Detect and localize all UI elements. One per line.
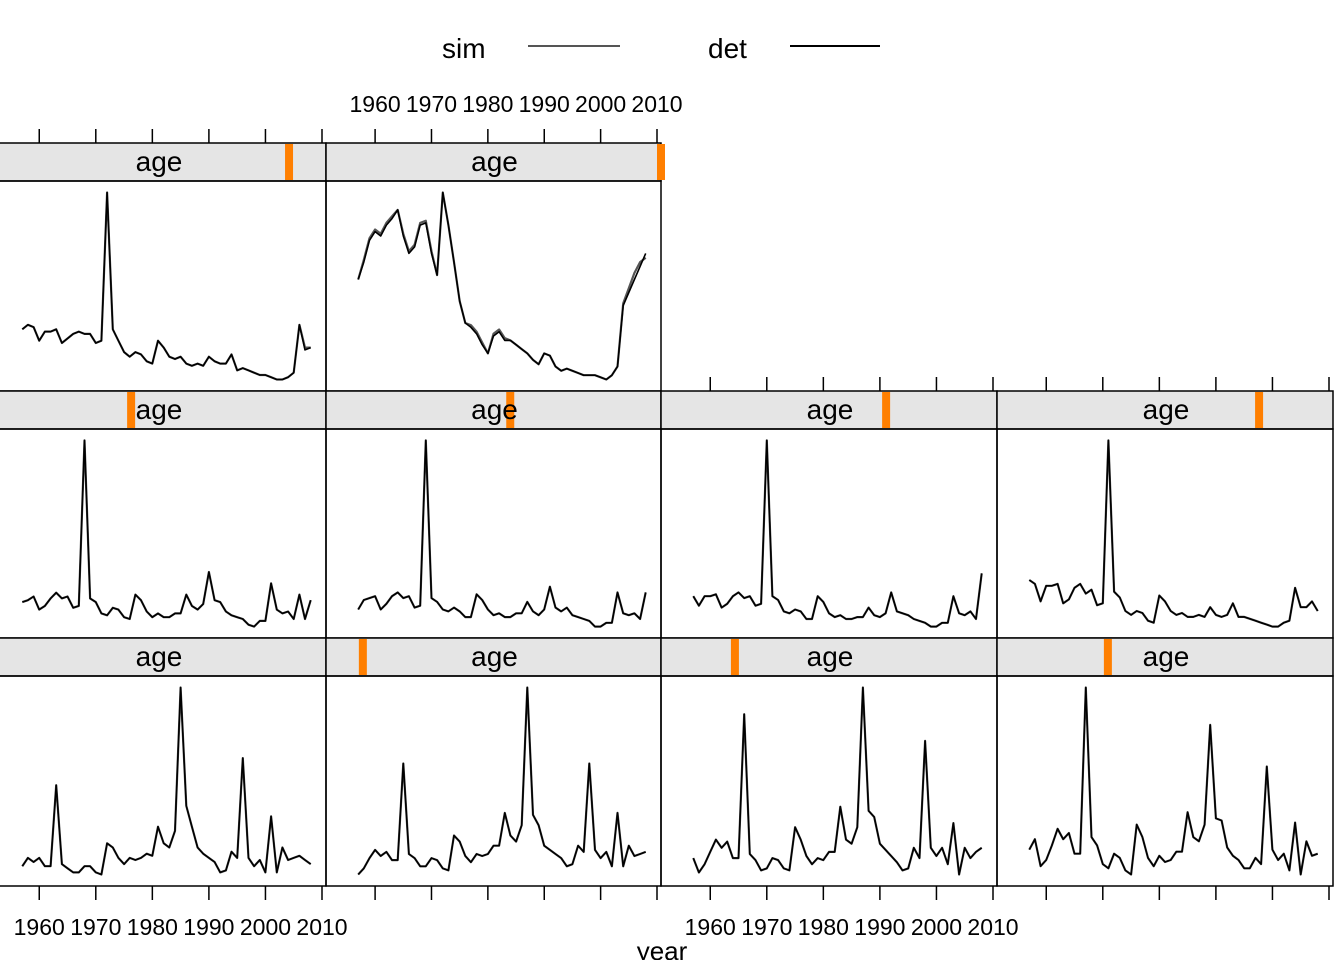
strip-label: age	[136, 394, 183, 425]
x-tick-label: 1980	[798, 914, 849, 940]
series-line-det	[21, 191, 311, 381]
strip-indicator	[127, 392, 136, 428]
series-line-det	[22, 439, 312, 628]
panel-5: age	[660, 390, 998, 639]
x-tick-label: 1960	[14, 914, 65, 940]
panel-frame	[325, 180, 662, 392]
panel-frame	[660, 675, 998, 887]
panel-4: age	[325, 390, 662, 639]
x-tick-label: 1980	[462, 91, 513, 117]
series-line-sim	[357, 439, 647, 628]
strip-indicator	[730, 639, 739, 675]
x-tick-label: 1960	[350, 91, 401, 117]
panel-9: age	[660, 637, 998, 887]
panel-1: age	[0, 142, 327, 392]
panel-frame	[0, 675, 327, 887]
panel-frame	[325, 675, 662, 887]
series-line-sim	[692, 439, 983, 628]
legend: sim det	[442, 33, 880, 64]
strip-label: age	[1143, 394, 1190, 425]
strip	[0, 637, 327, 677]
panel-7: age	[0, 637, 327, 887]
series-line-det	[1028, 439, 1319, 628]
series-line-sim	[21, 439, 312, 628]
panel-frame	[325, 428, 662, 639]
strip-indicator	[358, 639, 367, 675]
strip-label: age	[471, 641, 518, 672]
panel-6: age	[996, 390, 1334, 639]
x-tick-label: 1970	[70, 914, 121, 940]
x-tick-label: 2010	[631, 91, 682, 117]
strip-indicator	[1255, 392, 1264, 428]
panel-10: age	[996, 637, 1334, 887]
strip-label: age	[807, 641, 854, 672]
strip-indicator	[506, 392, 515, 428]
panel-frame	[0, 180, 327, 392]
strip	[660, 637, 998, 677]
x-tick-label: 2000	[911, 914, 962, 940]
strip-label: age	[136, 641, 183, 672]
panel-8: age	[325, 637, 662, 887]
series-line-sim	[357, 191, 647, 381]
legend-label-sim: sim	[442, 33, 486, 64]
strip-indicator	[285, 144, 294, 180]
series-line-det	[692, 686, 983, 876]
strip	[0, 390, 327, 430]
panel-2: age	[325, 142, 665, 392]
x-tick-label: 2010	[967, 914, 1018, 940]
x-axis-label: year	[637, 936, 688, 960]
x-tick-label: 2000	[575, 91, 626, 117]
panel-frame	[996, 428, 1334, 639]
x-tick-label: 1990	[183, 914, 234, 940]
series-line-det	[357, 191, 647, 381]
x-tick-label: 1980	[127, 914, 178, 940]
x-tick-label: 2010	[296, 914, 347, 940]
x-tick-label: 1990	[854, 914, 905, 940]
x-tick-label: 2000	[240, 914, 291, 940]
series-line-det	[21, 686, 312, 876]
x-tick-label: 1990	[519, 91, 570, 117]
series-line-sim	[357, 686, 647, 876]
series-line-sim	[1028, 439, 1319, 628]
strip-indicator	[882, 392, 891, 428]
strip-label: age	[1143, 641, 1190, 672]
series-line-det	[1028, 686, 1318, 876]
series-line-det	[357, 686, 646, 876]
strip-label: age	[807, 394, 854, 425]
strip-label: age	[136, 146, 183, 177]
strip-indicator	[657, 144, 665, 180]
series-line-det	[357, 439, 647, 628]
panel-frame	[660, 428, 998, 639]
x-tick-label: 1970	[406, 91, 457, 117]
series-line-det	[692, 439, 983, 628]
x-tick-label: 1970	[741, 914, 792, 940]
legend-label-det: det	[708, 33, 747, 64]
panel-3: age	[0, 390, 327, 639]
x-tick-label: 1960	[685, 914, 736, 940]
panel-grid: age age age age age age age age age age	[0, 142, 1334, 887]
series-line-sim	[692, 686, 983, 876]
strip-indicator	[1103, 639, 1112, 675]
strip-label: age	[471, 394, 518, 425]
strip-label: age	[471, 146, 518, 177]
panel-frame	[996, 675, 1334, 887]
